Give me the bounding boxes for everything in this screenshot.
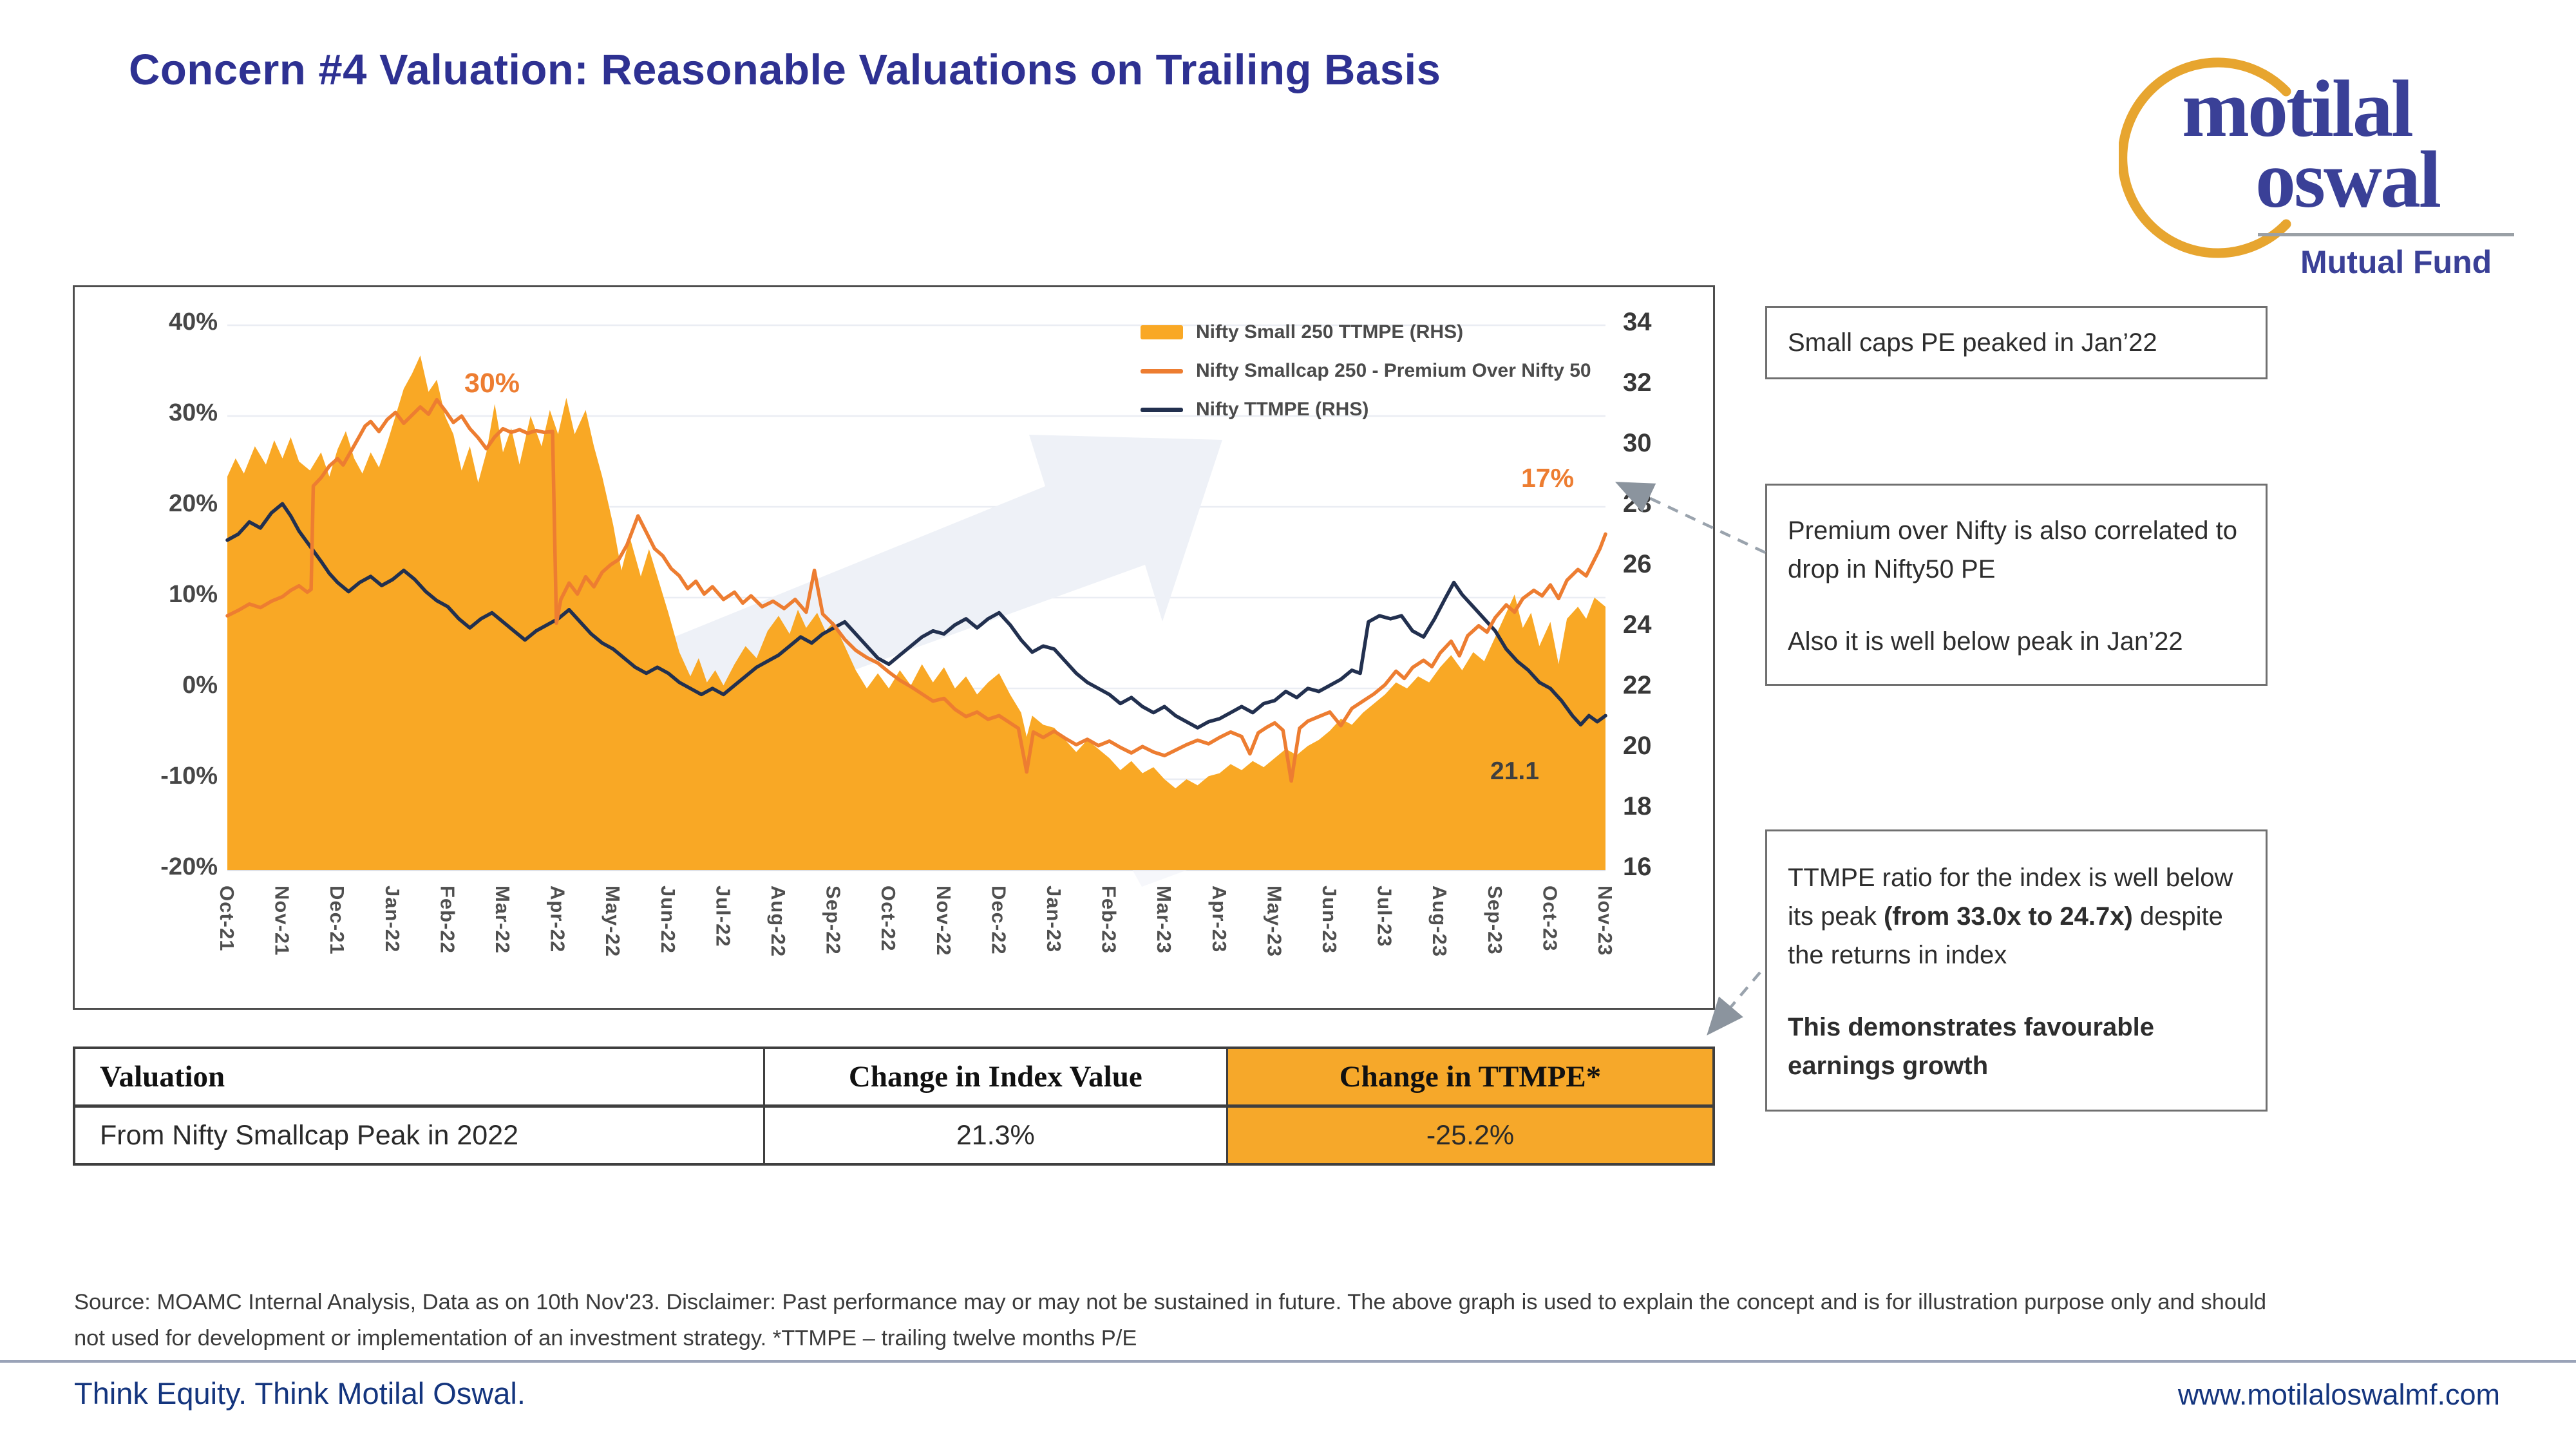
page-title: Concern #4 Valuation: Reasonable Valuati…: [129, 46, 1441, 94]
callout-premium-p2: Also it is well below peak in Jan’22: [1788, 627, 2183, 656]
logo-wordmark-line1: motilal: [2182, 64, 2414, 154]
y-tick-right: 26: [1623, 550, 1652, 578]
x-tick-label: Sep-23: [1483, 886, 1506, 955]
table-cell-label: From Nifty Smallcap Peak in 2022: [100, 1119, 519, 1151]
legend-orange-line-icon: [1141, 368, 1183, 374]
motilal-oswal-logo: motilal oswal Mutual Fund: [2119, 26, 2531, 283]
chart-card: 30% 17% 21.1 40% 30% 20% 10% 0% -10% -20% 34 32 30…: [73, 285, 1715, 1010]
x-tick-label: Oct-22: [877, 886, 900, 952]
footer-url: www.motilaloswalmf.com: [2177, 1378, 2500, 1411]
y-tick-right: 24: [1623, 611, 1652, 639]
valuation-table: Valuation Change in Index Value Change i…: [73, 1046, 1715, 1166]
logo-tagline: Mutual Fund: [2300, 244, 2492, 280]
x-tick-label: Jun-22: [656, 886, 679, 954]
footer-rule: [0, 1360, 2576, 1363]
x-tick-label: Dec-22: [987, 886, 1010, 955]
x-tick-label: Jul-22: [712, 886, 735, 947]
callout-smallcaps-peak: Small caps PE peaked in Jan’22: [1765, 306, 2268, 379]
x-tick-label: Apr-23: [1208, 886, 1231, 953]
x-tick-label: Mar-22: [491, 886, 514, 954]
legend-area-swatch-icon: [1141, 325, 1183, 339]
callout-ttmpe-p2: This demonstrates favourable earnings gr…: [1788, 1013, 2155, 1080]
chart-legend: Nifty Small 250 TTMPE (RHS) Nifty Smallc…: [1141, 313, 1591, 429]
chart-annotation: 21.1: [1490, 757, 1539, 785]
x-tick-label: Jul-23: [1373, 886, 1396, 947]
y-tick-right: 16: [1623, 853, 1652, 881]
y-tick-left: -20%: [160, 853, 218, 880]
logo-gold-arc-icon: [2119, 57, 2291, 258]
y-tick-right: 22: [1623, 671, 1652, 699]
x-tick-label: Nov-22: [932, 886, 955, 956]
x-tick-label: Oct-23: [1539, 886, 1562, 952]
table-cell-index-change: 21.3%: [762, 1108, 1226, 1163]
plot-svg: 30% 17% 21.1: [225, 324, 1607, 887]
y-tick-left: 30%: [168, 399, 218, 426]
table-row: From Nifty Smallcap Peak in 2022 21.3% -…: [75, 1108, 1712, 1163]
x-tick-label: Oct-21: [216, 886, 238, 952]
x-tick-label: Apr-22: [546, 886, 569, 953]
table-cell-ttmpe-change: -25.2%: [1226, 1108, 1712, 1163]
table-header-index-change: Change in Index Value: [762, 1049, 1226, 1104]
callout-premium-p1: Premium over Nifty is also correlated to…: [1788, 516, 2238, 583]
y-tick-right: 28: [1623, 489, 1652, 518]
y-tick-right: 30: [1623, 429, 1652, 457]
x-tick-label: Jun-23: [1318, 886, 1341, 954]
chart-annotation: 30%: [464, 368, 520, 399]
legend-item-small250-ttmpe: Nifty Small 250 TTMPE (RHS): [1141, 313, 1591, 352]
source-note: Source: MOAMC Internal Analysis, Data as…: [74, 1290, 2267, 1350]
y-tick-left: 10%: [168, 581, 218, 608]
y-tick-left: 0%: [182, 672, 218, 699]
footer-slogan: Think Equity. Think Motilal Oswal.: [74, 1376, 526, 1410]
x-tick-label: Aug-22: [767, 886, 790, 958]
x-tick-label: Aug-23: [1428, 886, 1452, 958]
callout-smallcaps-peak-text: Small caps PE peaked in Jan’22: [1788, 328, 2157, 357]
chart-annotation: 17%: [1521, 463, 1574, 493]
callout-premium-correlation: Premium over Nifty is also correlated to…: [1765, 484, 2268, 686]
callout-ttmpe-ratio: TTMPE ratio for the index is well below …: [1765, 829, 2268, 1112]
x-tick-label: May-23: [1263, 886, 1286, 958]
logo-divider: [2258, 233, 2514, 236]
y-tick-left: 40%: [168, 308, 218, 336]
x-tick-label: Mar-23: [1153, 886, 1176, 954]
legend-item-nifty-ttmpe: Nifty TTMPE (RHS): [1141, 390, 1591, 429]
x-tick-label: Feb-22: [436, 886, 459, 954]
legend-navy-line-icon: [1141, 407, 1183, 412]
legend-item-premium: Nifty Smallcap 250 - Premium Over Nifty …: [1141, 352, 1591, 390]
table-header-ttmpe-change: Change in TTMPE*: [1226, 1049, 1712, 1104]
y-tick-left: -10%: [160, 762, 218, 790]
y-tick-right: 32: [1623, 368, 1652, 397]
x-tick-label: Nov-23: [1594, 886, 1616, 956]
x-tick-label: Nov-21: [270, 886, 294, 956]
x-tick-label: May-22: [601, 886, 625, 958]
callout-ttmpe-p1: TTMPE ratio for the index is well below …: [1788, 864, 2233, 969]
y-tick-right: 18: [1623, 792, 1652, 820]
y-tick-right: 20: [1623, 732, 1652, 760]
x-tick-label: Jan-23: [1043, 886, 1065, 953]
x-tick-label: Dec-21: [326, 886, 349, 955]
x-tick-label: Feb-23: [1097, 886, 1121, 954]
table-header-valuation: Valuation: [100, 1060, 225, 1094]
table-header-row: Valuation Change in Index Value Change i…: [75, 1049, 1712, 1108]
x-tick-label: Sep-22: [822, 886, 845, 955]
x-tick-label: Jan-22: [381, 886, 404, 953]
dashed-arrow-table-icon: [1707, 971, 1761, 1036]
y-tick-right: 34: [1623, 308, 1652, 336]
logo-wordmark-line2: oswal: [2255, 135, 2441, 225]
y-tick-left: 20%: [168, 490, 218, 517]
